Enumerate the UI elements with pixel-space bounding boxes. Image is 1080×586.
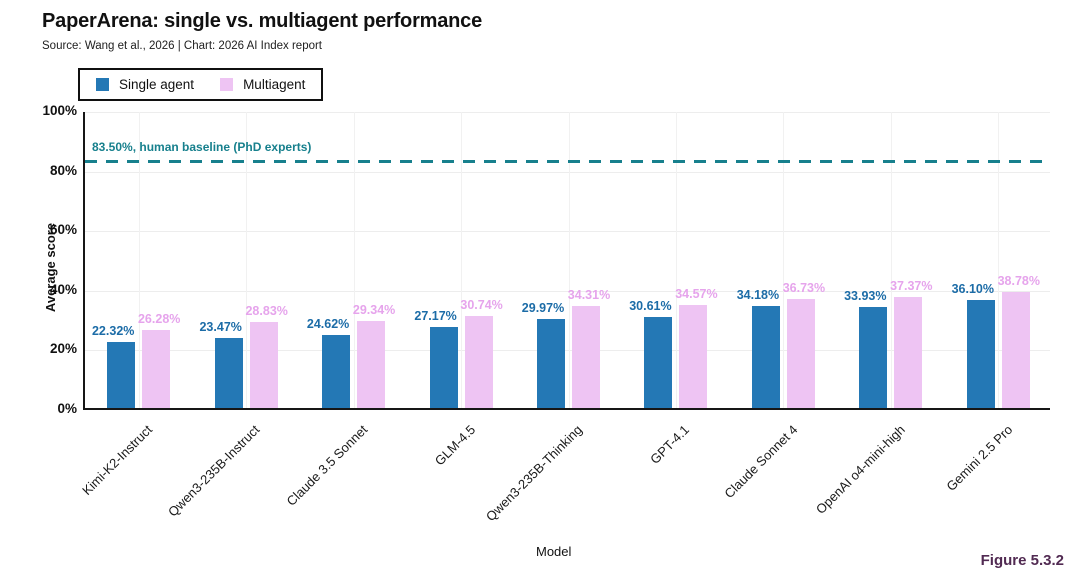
y-tick-label: 100% xyxy=(42,103,77,118)
h-gridline xyxy=(85,231,1050,233)
bar-value-label: 29.97% xyxy=(521,300,565,315)
x-category-label: Qwen3-235B-Instruct xyxy=(165,422,263,520)
legend-label-multiagent: Multiagent xyxy=(243,77,306,92)
bar-value-label: 22.32% xyxy=(91,323,135,338)
single-agent-swatch-icon xyxy=(96,78,109,91)
v-gridline xyxy=(246,112,248,408)
page-title: PaperArena: single vs. multiagent perfor… xyxy=(42,10,483,32)
y-tick-label: 20% xyxy=(49,341,77,357)
v-gridline xyxy=(783,112,785,408)
x-category-label: Qwen3-235B-Thinking xyxy=(483,422,586,525)
y-tick-label: 0% xyxy=(57,401,77,416)
bar-single-agent xyxy=(537,318,565,408)
bar-single-agent xyxy=(107,341,136,408)
legend-item-multiagent: Multiagent xyxy=(220,77,305,92)
bar-value-label: 37.37% xyxy=(890,278,933,293)
human-baseline-line xyxy=(85,160,1050,164)
bar-multiagent xyxy=(1001,292,1030,408)
bar-value-label: 34.18% xyxy=(736,288,780,303)
human-baseline-label: 83.50%, human baseline (PhD experts) xyxy=(92,140,312,155)
bar-value-label: 24.62% xyxy=(306,316,350,331)
bar-value-label: 27.17% xyxy=(414,309,457,323)
bar-value-label: 30.61% xyxy=(629,298,672,313)
bar-value-label: 34.31% xyxy=(567,287,611,302)
legend-label-single-agent: Single agent xyxy=(119,77,195,92)
bar-value-label: 36.10% xyxy=(951,282,994,297)
bar-value-label: 28.83% xyxy=(245,304,288,319)
h-gridline xyxy=(85,112,1050,113)
x-category-label: Gemini 2.5 Pro xyxy=(942,422,1015,494)
bar-single-agent xyxy=(214,338,243,408)
bar-multiagent xyxy=(679,305,708,408)
bar-multiagent xyxy=(894,296,923,408)
legend-item-single-agent: Single agent xyxy=(96,77,194,92)
x-category-label: GLM-4.5 xyxy=(431,422,478,469)
plot-area: 0% 20% 40% 60% 80% 100% 22.32% 23.47% 24.62% 27.1… xyxy=(42,103,1050,524)
bar-single-agent xyxy=(644,316,673,408)
v-gridline xyxy=(998,112,1000,408)
bar-value-label: 30.74% xyxy=(460,298,503,313)
v-gridline xyxy=(461,112,463,408)
bar-single-agent xyxy=(859,306,888,408)
v-gridline xyxy=(675,112,677,408)
y-tick-label: 40% xyxy=(49,281,77,297)
x-axis-title: Model xyxy=(536,544,572,559)
bar-single-agent xyxy=(322,334,351,408)
x-category-label: OpenAI o4-mini-high xyxy=(812,422,908,517)
h-gridline xyxy=(85,350,1050,352)
figure-number-label: Figure 5.3.2 xyxy=(980,552,1064,569)
bar-value-label: 38.78% xyxy=(997,274,1040,289)
legend: Single agent Multiagent xyxy=(78,68,324,101)
bar-multiagent xyxy=(142,329,171,408)
bar-multiagent xyxy=(572,305,600,408)
v-gridline xyxy=(353,112,355,408)
bar-multiagent xyxy=(464,316,493,408)
multiagent-swatch-icon xyxy=(220,78,234,91)
v-gridline xyxy=(138,112,140,408)
bar-multiagent xyxy=(786,298,815,408)
bar-value-label: 26.28% xyxy=(137,311,181,326)
bar-single-agent xyxy=(429,327,458,408)
x-category-label: Claude 3.5 Sonnet xyxy=(283,422,371,509)
bar-value-label: 33.93% xyxy=(844,288,887,303)
bar-multiagent xyxy=(249,322,278,408)
h-gridline xyxy=(85,290,1050,292)
x-category-label: GPT-4.1 xyxy=(647,422,693,467)
chart-source: Source: Wang et al., 2026 | Chart: 2026 … xyxy=(42,40,323,52)
x-category-label: Claude Sonnet 4 xyxy=(720,422,800,502)
bar-value-label: 23.47% xyxy=(199,320,242,335)
x-category-label: Kimi-K2-Instruct xyxy=(79,422,156,498)
v-gridline xyxy=(890,112,892,408)
bar-value-label: 29.34% xyxy=(352,302,396,317)
bar-single-agent xyxy=(966,300,995,408)
v-gridline xyxy=(568,112,570,408)
bar-single-agent xyxy=(751,306,780,408)
bar-value-label: 36.73% xyxy=(782,280,826,295)
bar-multiagent xyxy=(357,320,386,408)
y-tick-label: 80% xyxy=(49,162,77,178)
bar-value-label: 34.57% xyxy=(675,287,718,301)
y-tick-label: 60% xyxy=(49,222,77,238)
h-gridline xyxy=(85,171,1050,173)
